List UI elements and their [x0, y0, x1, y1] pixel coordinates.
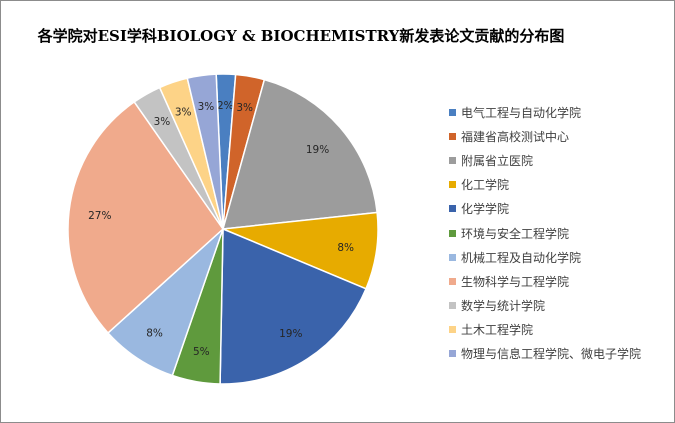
slice-data-label: 19%: [306, 144, 329, 156]
pie-slice: [67, 100, 224, 335]
legend-swatch: [449, 132, 456, 140]
legend-label: 数学与统计学院: [461, 299, 546, 314]
legend-swatch: [449, 326, 456, 334]
legend-swatch: [449, 253, 456, 261]
legend-item: 福建省高校测试中心: [449, 124, 671, 148]
legend-item: 物理与信息工程学院、微电子学院: [449, 342, 671, 366]
legend-swatch: [449, 229, 456, 237]
pie-slice: [219, 227, 367, 385]
pie-slice: [186, 73, 224, 230]
slice-data-label: 19%: [279, 328, 302, 340]
legend-swatch: [449, 350, 456, 358]
legend-label: 生物科学与工程学院: [461, 274, 570, 289]
legend-label: 土木工程学院: [461, 323, 534, 338]
legend: 电气工程与自动化学院 福建省高校测试中心 附属省立医院 化工学院化学学院环境与安全工程…: [449, 100, 671, 366]
legend-label: 附属省立医院: [461, 153, 534, 168]
slice-data-label: 5%: [193, 346, 210, 358]
legend-item: 环境与安全工程学院: [449, 221, 671, 245]
legend-label: 福建省高校测试中心: [461, 129, 570, 144]
pie-slice: [221, 78, 378, 230]
legend-swatch: [449, 277, 456, 285]
legend-item: 生物科学与工程学院: [449, 269, 671, 293]
legend-item: 化学学院: [449, 197, 671, 221]
legend-swatch: [449, 108, 456, 116]
legend-label: 物理与信息工程学院、微电子学院: [461, 347, 642, 362]
slice-data-label: 3%: [154, 116, 171, 128]
slice-data-label: 2%: [217, 100, 234, 112]
legend-label: 化学学院: [461, 202, 510, 217]
slice-data-label: 3%: [175, 107, 192, 119]
slice-data-label: 27%: [88, 210, 111, 222]
legend-swatch: [449, 302, 456, 310]
legend-swatch: [449, 156, 456, 164]
legend-item: 机械工程及自动化学院: [449, 245, 671, 269]
legend-item: 数学与统计学院: [449, 294, 671, 318]
slice-data-label: 3%: [236, 102, 253, 114]
legend-item: 土木工程学院: [449, 318, 671, 342]
legend-swatch: [449, 181, 456, 189]
legend-label: 电气工程与自动化学院: [461, 105, 582, 120]
legend-label: 机械工程及自动化学院: [461, 250, 582, 265]
legend-label: 环境与安全工程学院: [461, 226, 570, 241]
legend-item: 附属省立医院: [449, 148, 671, 172]
slice-data-label: 8%: [146, 327, 163, 339]
legend-swatch: [449, 205, 456, 213]
slice-data-label: 8%: [337, 242, 354, 254]
legend-label: 化工学院: [461, 178, 510, 193]
chart-title: 各学院对ESI学科BIOLOGY & BIOCHEMISTRY新发表论文贡献的分…: [37, 27, 565, 45]
legend-item: 电气工程与自动化学院: [449, 100, 671, 124]
legend-item: 化工学院: [449, 173, 671, 197]
slice-data-label: 3%: [198, 101, 215, 113]
